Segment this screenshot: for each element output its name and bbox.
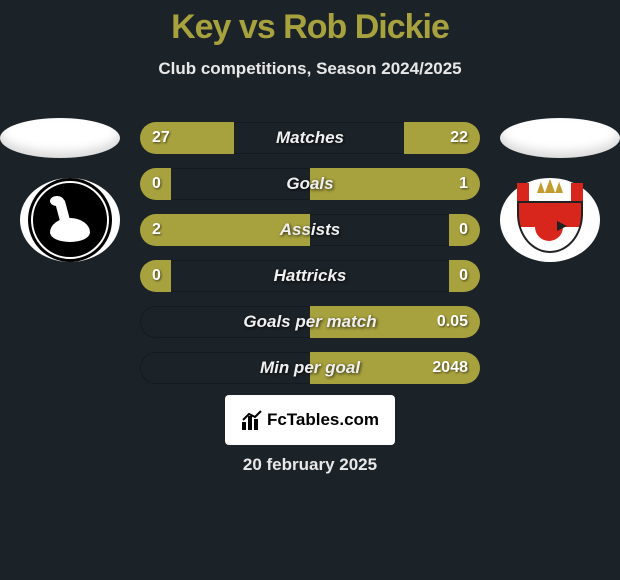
stats-container: 2722Matches 01Goals 20Assists 00Hattricks 0.… [140, 122, 480, 398]
fctables-icon [241, 410, 263, 430]
stat-label: Goals [140, 168, 480, 200]
player-avatar-left [0, 118, 120, 158]
swansea-logo [28, 178, 112, 262]
subtitle: Club competitions, Season 2024/2025 [0, 59, 620, 79]
branding-badge: FcTables.com [225, 395, 395, 445]
stat-row: 01Goals [140, 168, 480, 200]
branding-label: FcTables.com [267, 410, 379, 430]
stat-label: Min per goal [140, 352, 480, 384]
stat-label: Goals per match [140, 306, 480, 338]
stat-label: Matches [140, 122, 480, 154]
stat-label: Hattricks [140, 260, 480, 292]
stat-row: 2048Min per goal [140, 352, 480, 384]
page-title: Key vs Rob Dickie [0, 0, 620, 47]
stat-row: 00Hattricks [140, 260, 480, 292]
club-logo-right [500, 178, 600, 262]
stat-row: 2722Matches [140, 122, 480, 154]
player-avatar-right [500, 118, 620, 158]
comparison-date: 20 february 2025 [0, 455, 620, 475]
stat-row: 0.05Goals per match [140, 306, 480, 338]
stat-row: 20Assists [140, 214, 480, 246]
club-logo-left [20, 178, 120, 262]
stat-label: Assists [140, 214, 480, 246]
bristol-logo [517, 183, 583, 257]
